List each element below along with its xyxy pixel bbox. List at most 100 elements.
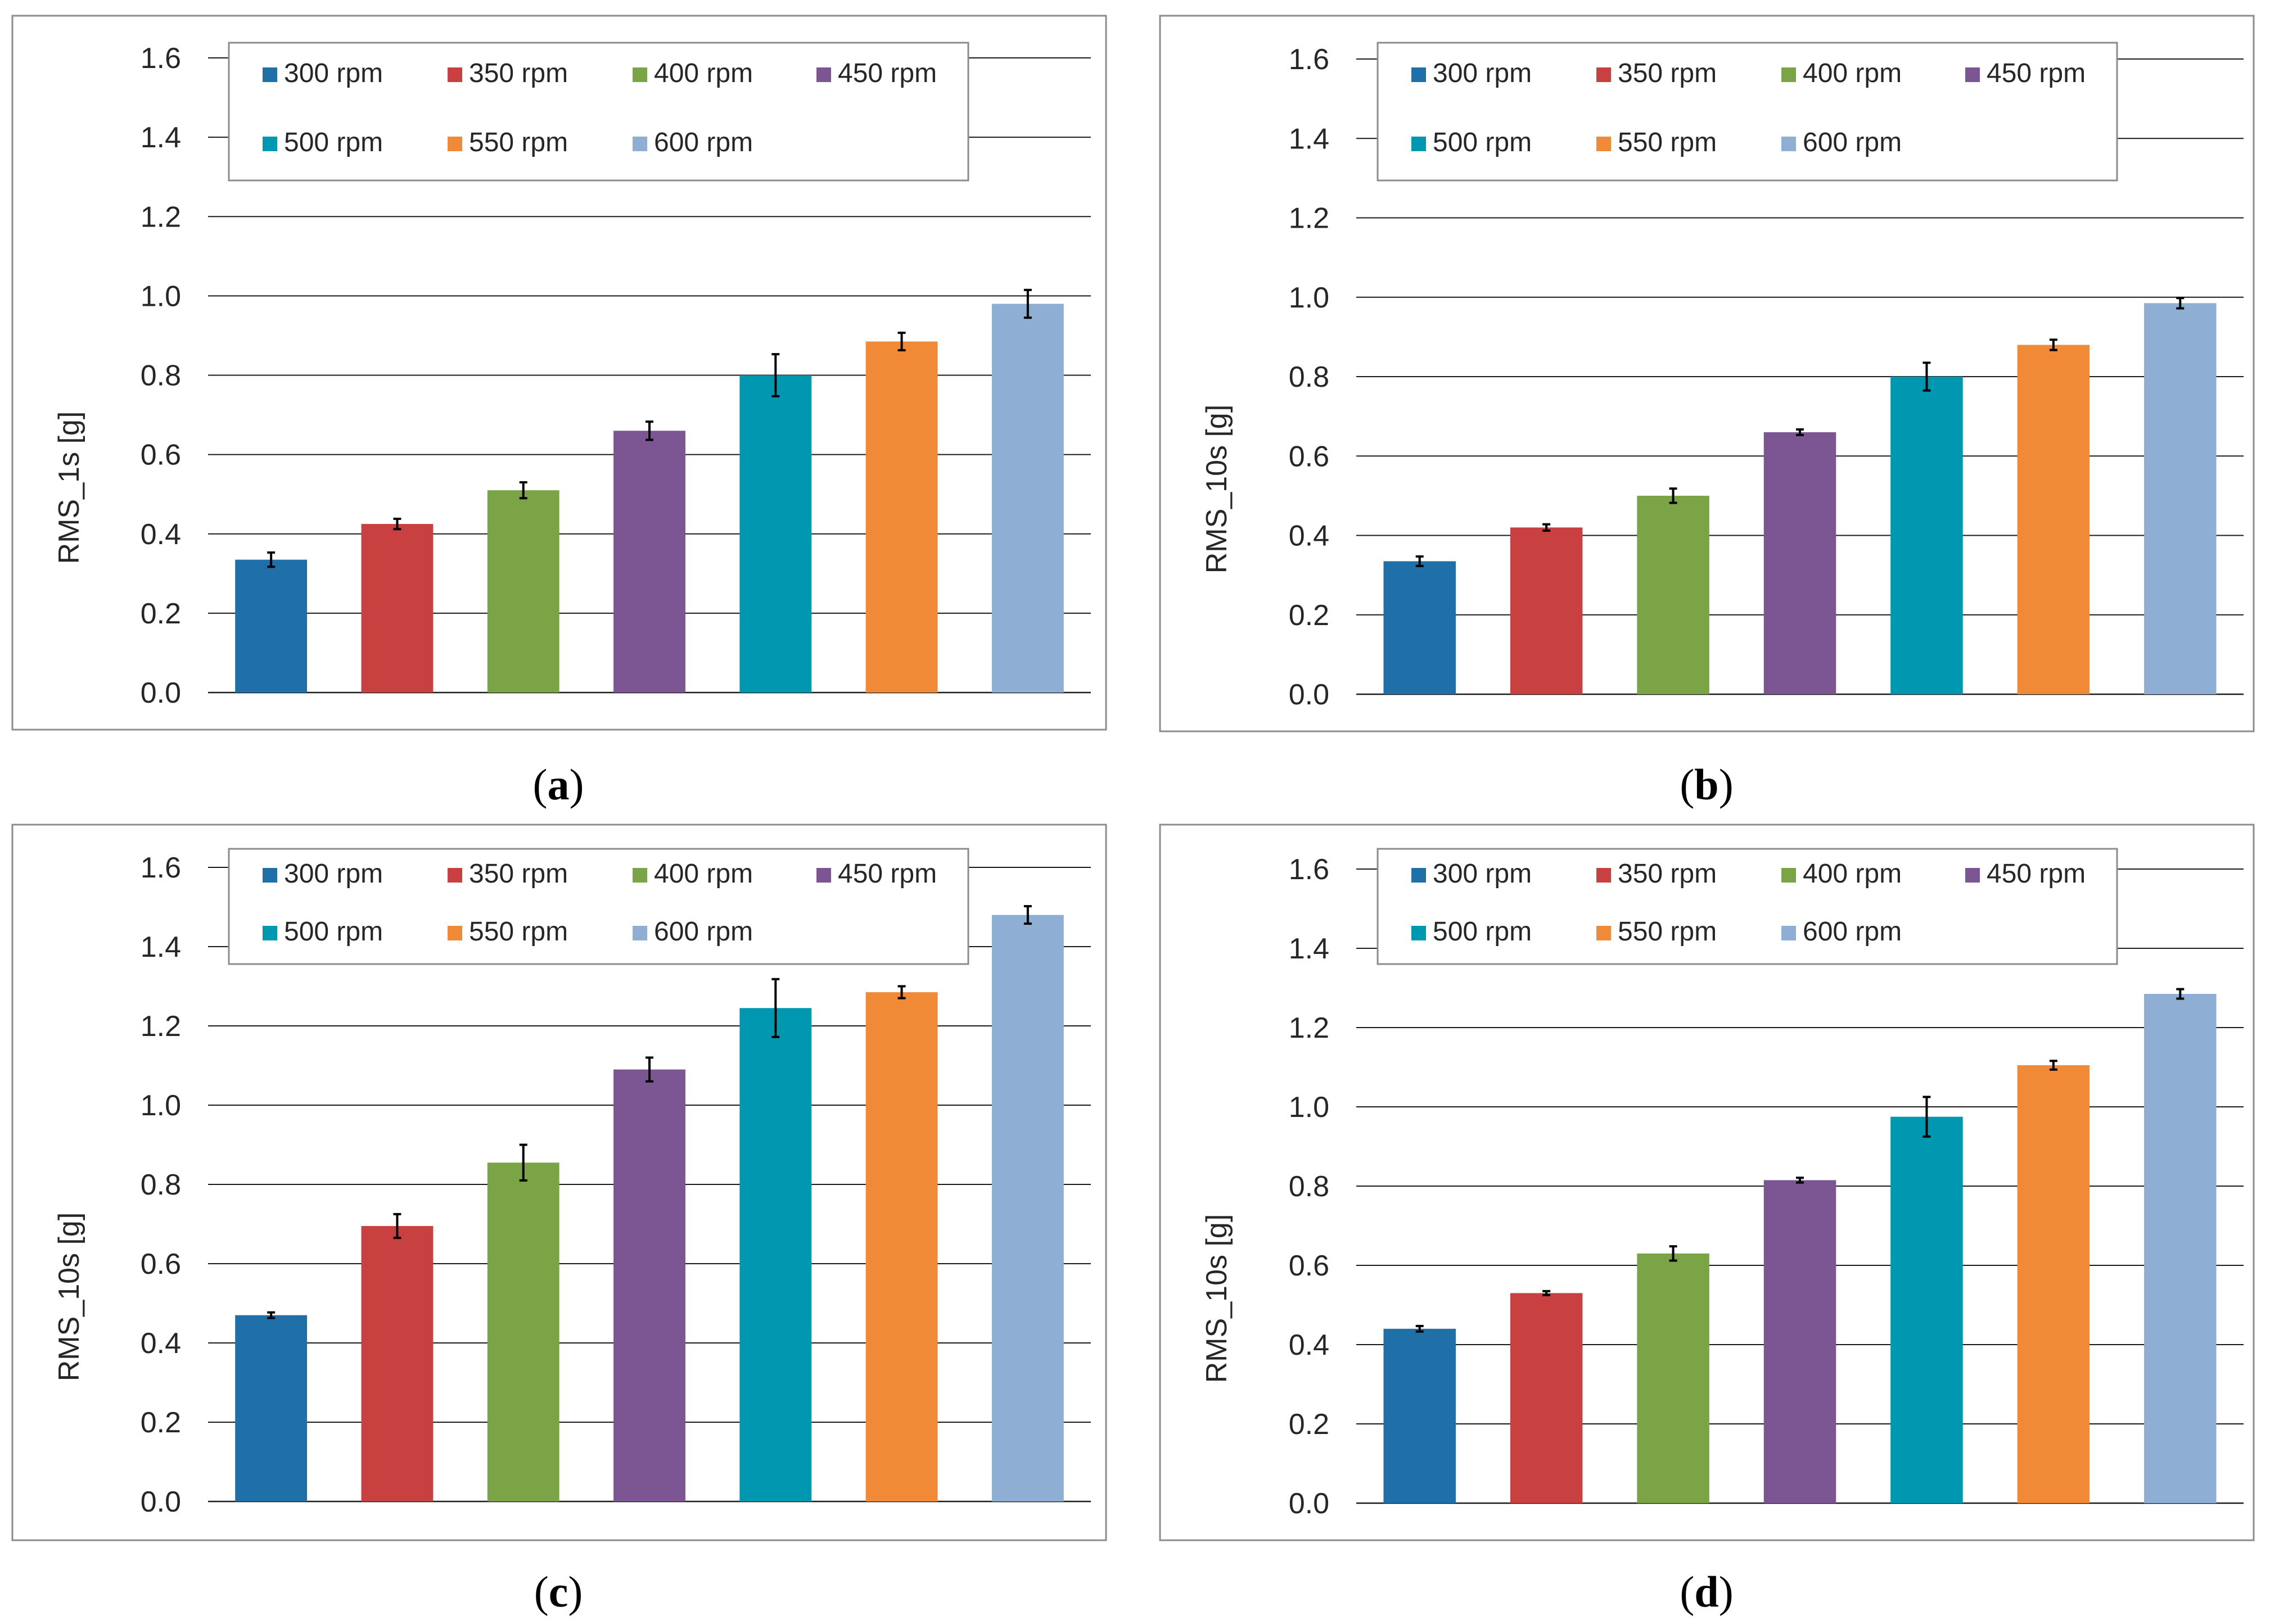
legend-label: 450 rpm (1987, 859, 2086, 889)
caption-letter: a (548, 760, 570, 809)
y-tick-label: 1.6 (1289, 853, 1329, 886)
legend-swatch (448, 926, 462, 940)
y-tick-label: 1.0 (141, 280, 181, 313)
caption-close-paren: ) (1719, 1567, 1734, 1616)
panel-caption: (d) (1680, 1567, 1733, 1616)
legend-swatch (1781, 137, 1796, 151)
y-tick-label: 0.2 (1289, 1408, 1329, 1441)
legend-swatch (1781, 67, 1796, 82)
y-tick-label: 1.6 (141, 852, 181, 884)
bar (2017, 345, 2090, 694)
y-tick-label: 1.0 (1289, 282, 1329, 314)
y-tick-label: 1.4 (1289, 933, 1329, 965)
bar (865, 341, 938, 693)
legend-swatch (1411, 868, 1426, 883)
chart-panel-d: 0.0 0.2 0.4 0.6 0.8 1.0 1.2 1.4 1.6 RMS_10s [g] 30… (1159, 824, 2255, 1616)
bar (613, 1069, 685, 1501)
legend: 300 rpm 350 rpm 400 rpm 450 rpm 500 rpm 550 r… (228, 848, 969, 965)
caption-letter: b (1694, 760, 1718, 809)
panel-caption: (c) (534, 1567, 583, 1616)
legend-label: 400 rpm (1803, 859, 1902, 889)
y-tick-label: 0.0 (1289, 1487, 1329, 1520)
bar (1890, 1116, 1963, 1503)
y-tick-label: 1.2 (1289, 1012, 1329, 1044)
legend-label: 500 rpm (1433, 917, 1532, 947)
legend-label: 600 rpm (1803, 128, 1902, 157)
caption-close-paren: ) (1719, 760, 1734, 809)
legend-label: 300 rpm (284, 859, 383, 889)
bar (2017, 1065, 2090, 1503)
chart-panel-b: 0.0 0.2 0.4 0.6 0.8 1.0 1.2 1.4 1.6 RMS_10s [g] 30… (1159, 15, 2255, 809)
legend-box (1377, 42, 2118, 182)
y-tick-label: 0.2 (141, 1406, 181, 1439)
legend-swatch (263, 926, 277, 940)
legend-swatch (1411, 137, 1426, 151)
caption-open-paren: ( (1680, 760, 1694, 809)
bar (1510, 527, 1583, 694)
y-tick-label: 0.0 (141, 1486, 181, 1518)
legend-label: 350 rpm (1618, 58, 1717, 88)
bar (1890, 377, 1963, 694)
bar (487, 1162, 559, 1501)
caption-open-paren: ( (533, 760, 548, 809)
bar (1763, 432, 1836, 694)
y-tick-label: 0.8 (1289, 361, 1329, 393)
legend: 300 rpm 350 rpm 400 rpm 450 rpm 500 rpm 550 r… (1377, 42, 2118, 182)
y-tick-label: 1.6 (1289, 43, 1329, 76)
caption-letter: d (1694, 1567, 1718, 1616)
y-tick-label: 1.2 (1289, 202, 1329, 235)
bar (1510, 1293, 1583, 1503)
legend-swatch (633, 137, 647, 151)
legend-swatch (1965, 868, 1980, 883)
y-tick-label: 0.4 (141, 518, 181, 551)
y-tick-label: 1.0 (141, 1089, 181, 1122)
legend-swatch (633, 67, 647, 82)
bar (865, 992, 938, 1501)
legend-label: 500 rpm (284, 917, 383, 947)
legend-label: 350 rpm (469, 58, 568, 88)
legend-swatch (1596, 868, 1611, 883)
chart-panel-c: 0.0 0.2 0.4 0.6 0.8 1.0 1.2 1.4 1.6 RMS_10s [g] 30… (11, 824, 1107, 1616)
caption-letter: c (549, 1567, 568, 1616)
bar (991, 304, 1064, 693)
y-tick-label: 0.0 (1289, 678, 1329, 711)
y-tick-label: 0.4 (1289, 520, 1329, 553)
bar (991, 915, 1064, 1501)
legend-swatch (1596, 926, 1611, 940)
legend-swatch (448, 868, 462, 883)
legend-swatch (816, 868, 831, 883)
legend-label: 350 rpm (1618, 859, 1717, 889)
legend-swatch (1411, 926, 1426, 940)
y-tick-label: 0.6 (1289, 1250, 1329, 1282)
y-tick-label: 0.4 (1289, 1329, 1329, 1361)
legend-label: 300 rpm (284, 58, 383, 88)
legend: 300 rpm 350 rpm 400 rpm 450 rpm 500 rpm 550 r… (1377, 848, 2118, 965)
y-tick-label: 1.6 (141, 42, 181, 75)
legend-label: 300 rpm (1433, 859, 1532, 889)
y-tick-label: 1.4 (141, 931, 181, 963)
legend-label: 600 rpm (654, 128, 753, 157)
bar (1383, 561, 1456, 694)
y-tick-label: 0.8 (1289, 1170, 1329, 1203)
y-tick-label: 0.6 (141, 1248, 181, 1281)
bar (361, 524, 434, 693)
y-axis-title: RMS_1s [g] (53, 411, 85, 564)
legend-box (228, 42, 969, 182)
y-tick-label: 0.0 (141, 677, 181, 709)
panel-caption: (b) (1680, 760, 1733, 809)
caption-open-paren: ( (1680, 1567, 1694, 1616)
legend-swatch (1965, 67, 1980, 82)
legend-label: 350 rpm (469, 859, 568, 889)
caption-open-paren: ( (534, 1567, 549, 1616)
y-tick-label: 1.2 (141, 1010, 181, 1043)
legend-label: 550 rpm (1618, 917, 1717, 947)
y-tick-label: 0.6 (141, 439, 181, 472)
bar (361, 1226, 434, 1501)
bar (2144, 994, 2217, 1503)
legend-label: 300 rpm (1433, 58, 1532, 88)
legend-label: 550 rpm (469, 128, 568, 157)
bar (1763, 1180, 1836, 1503)
y-axis-title: RMS_10s [g] (1201, 405, 1233, 574)
